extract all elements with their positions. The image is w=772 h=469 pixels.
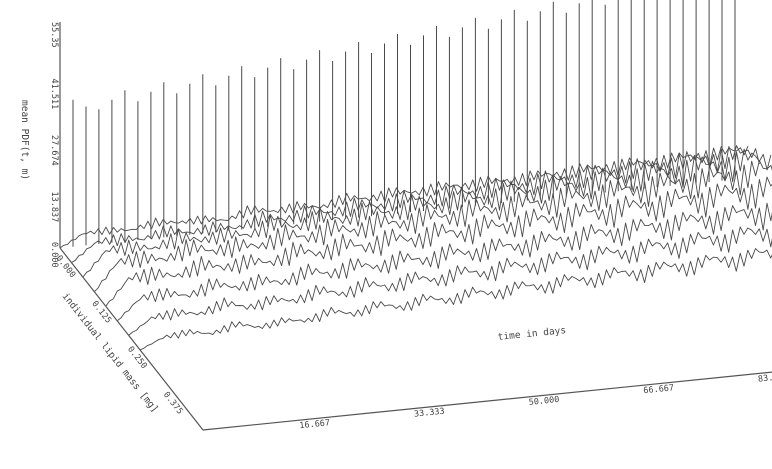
labels-layer: 0.000 13.837 27.674 41.511 55.35 mean PDF(t, … [19,22,772,431]
x-tick-label: 33.333 [414,407,446,420]
series-line [139,248,772,351]
x-tick-label: 83.333 [758,372,772,385]
z-tick-label: 55.35 [49,22,59,48]
z-tick-label: 0.000 [49,242,59,268]
series-line [71,145,760,263]
series-line [128,226,772,336]
x-axis-title: time in days [497,325,566,343]
z-tick-label: 41.511 [49,79,59,110]
series-line [93,160,772,293]
x-tick-label: 50.000 [528,395,560,408]
series-layer [59,145,772,351]
z-tick-label: 13.837 [49,192,59,223]
x-tick-label: 66.667 [643,383,675,396]
spikes-layer [72,0,736,247]
y-axis-line [59,247,204,431]
series-line [82,148,772,278]
z-axis-title: mean PDF(t, m) [19,100,30,180]
series-line [105,176,772,307]
x-tick-label: 16.667 [299,418,331,431]
y-axis-title: individual lipid mass [mg] [60,291,161,415]
series-line [59,145,749,249]
axes-layer [59,22,772,431]
y-tick-label: 0.375 [161,390,185,416]
series-line [116,202,772,322]
x-axis-line [202,371,772,431]
z-tick-label: 27.674 [49,135,59,166]
